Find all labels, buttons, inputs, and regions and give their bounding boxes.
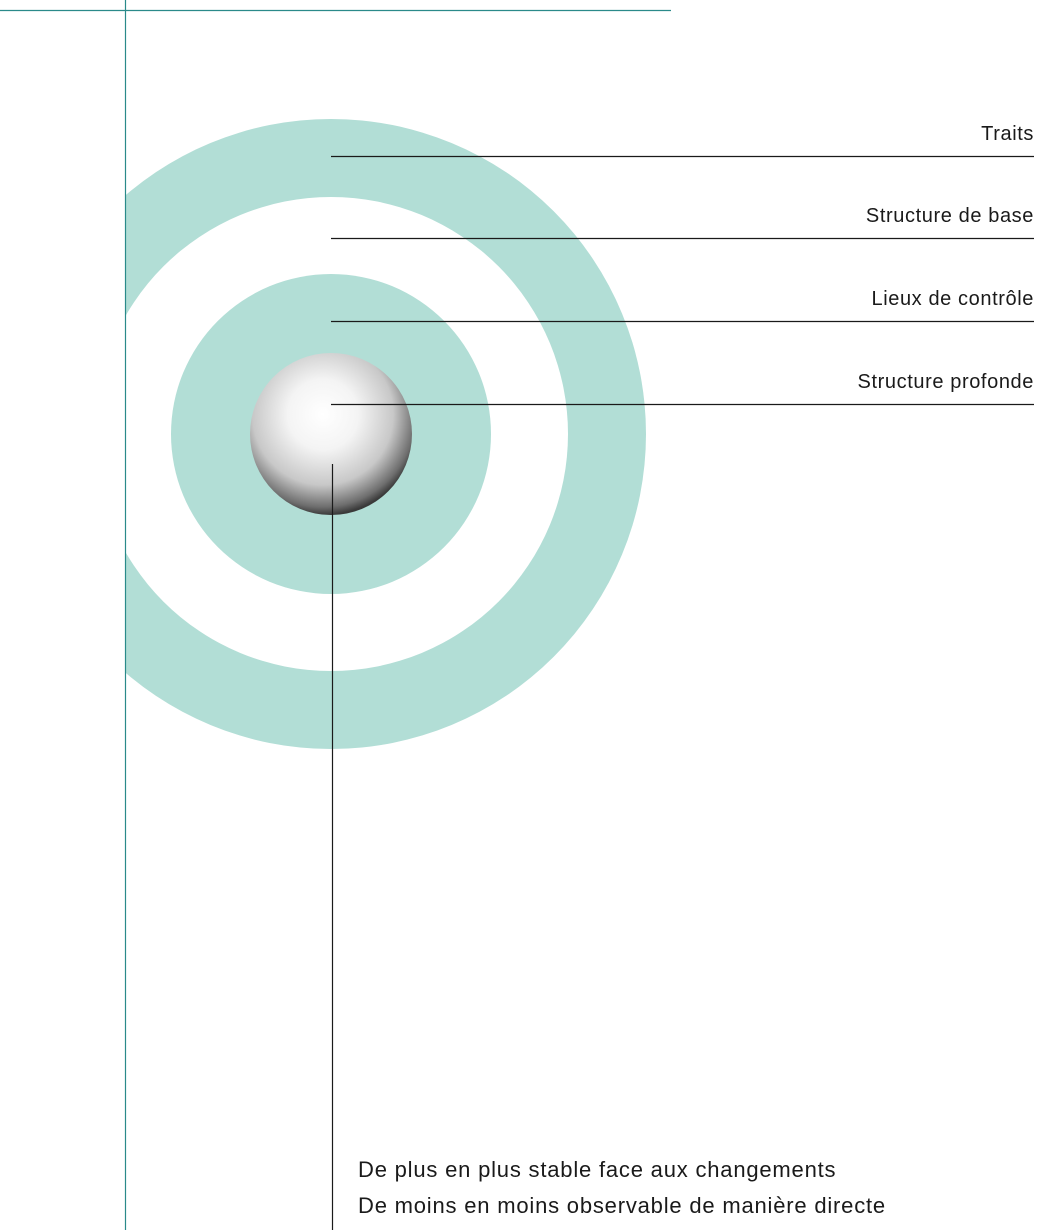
layer-label-lieux-de-controle: Lieux de contrôle: [871, 288, 1034, 310]
caption-stability: De plus en plus stable face aux changeme…: [358, 1157, 837, 1182]
layer-label-traits: Traits: [981, 123, 1034, 145]
core-sphere: [250, 353, 412, 515]
caption-observability: De moins en moins observable de manière …: [358, 1193, 886, 1218]
layer-label-structure-de-base: Structure de base: [865, 205, 1034, 227]
layer-label-structure-profonde: Structure profonde: [857, 371, 1034, 393]
